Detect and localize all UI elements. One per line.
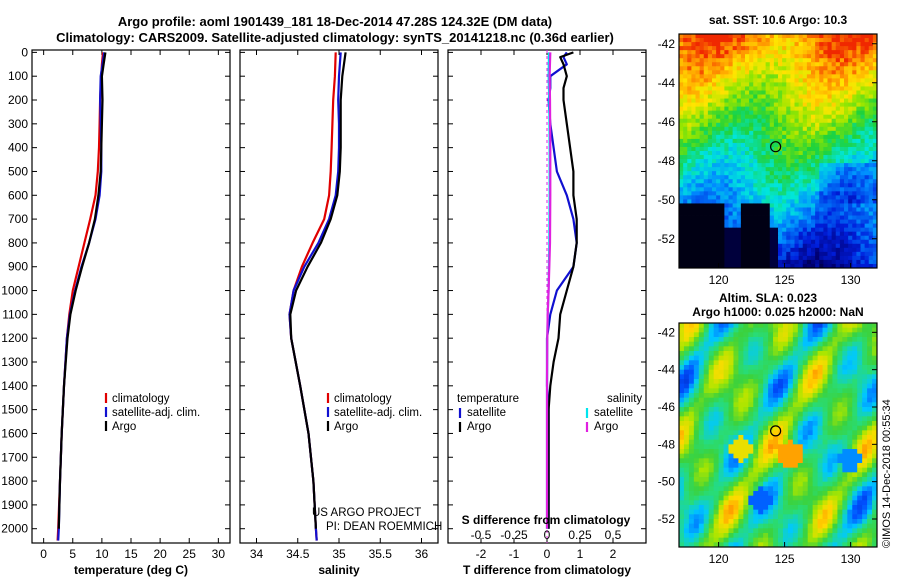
sst-map-panel: -42 -44 -46 -48 -50 -52 120 125 130 sat. SST: 10.… — [658, 13, 878, 287]
x-tick-label: -1 — [509, 547, 520, 561]
legend-label: Argo — [334, 421, 358, 433]
y-tick-label: 1700 — [1, 450, 28, 464]
x-tick-label: 36 — [415, 547, 429, 561]
y-tick-label: 1300 — [1, 355, 28, 369]
y-tick-label: 300 — [8, 117, 28, 131]
y-tick-label: -46 — [658, 400, 676, 414]
sla-map-title: Altim. SLA: 0.023 — [719, 291, 817, 305]
y-tick-label: 1000 — [1, 284, 28, 298]
y-tick-label: -52 — [658, 232, 676, 246]
x-tick-label: 34 — [250, 547, 264, 561]
x-tick-label: 5 — [69, 547, 76, 561]
y-tick-label: 100 — [8, 69, 28, 83]
project-annotation: US ARGO PROJECT — [312, 507, 421, 519]
x-axis-label: temperature (deg C) — [74, 563, 188, 577]
legend-label: Argo — [112, 421, 136, 433]
x-tick-label: 34.5 — [286, 547, 310, 561]
x-tick-label: -2 — [476, 547, 487, 561]
x-tick-label: 2 — [610, 547, 617, 561]
salinity-panel: 34 34.5 35 35.5 36 salinity climatology satelli… — [240, 50, 442, 577]
timestamp-watermark: ©IMOS 14-Dec-2018 00:55:34 — [881, 399, 893, 548]
y-tick-label: -50 — [658, 475, 676, 489]
x-tick-label: 35 — [332, 547, 346, 561]
x-tick-label: 130 — [841, 273, 861, 287]
sla-map-subtitle: Argo h1000: 0.025 h2000: NaN — [692, 305, 863, 319]
s-tick-label: 0 — [544, 528, 551, 542]
y-tick-label: 1400 — [1, 379, 28, 393]
legend-label: Argo — [594, 421, 618, 433]
y-tick-label: -50 — [658, 193, 676, 207]
x-tick-label: 30 — [212, 547, 226, 561]
y-tick-label: 1200 — [1, 331, 28, 345]
y-tick-label: 1100 — [2, 307, 28, 321]
y-tick-label: 1800 — [1, 474, 28, 488]
y-tick-label: 600 — [8, 188, 28, 202]
y-tick-label: -44 — [658, 363, 676, 377]
legend-temperature-title: temperature — [457, 393, 519, 405]
y-tick-label: -42 — [658, 37, 676, 51]
s-tick-label: -0.5 — [471, 528, 492, 542]
legend-label: satellite-adj. clim. — [112, 407, 200, 419]
x-tick-label: 35.5 — [369, 547, 393, 561]
x-tick-label: 20 — [153, 547, 167, 561]
x-tick-label: 125 — [775, 273, 795, 287]
figure-title-line2: Climatology: CARS2009. Satellite-adjuste… — [56, 30, 614, 45]
legend-label: satellite — [467, 407, 506, 419]
y-tick-label: -44 — [658, 76, 676, 90]
difference-panel: -2 -1 0 1 2 T difference from climatology temp… — [448, 50, 646, 577]
legend-label: Argo — [467, 421, 491, 433]
y-tick-label: -48 — [658, 437, 676, 451]
y-tick-label: 1600 — [1, 426, 28, 440]
x-tick-label: 10 — [95, 547, 109, 561]
x-axis-label: T difference from climatology — [463, 563, 631, 577]
y-tick-label: 700 — [8, 212, 28, 226]
y-tick-label: 1900 — [1, 498, 28, 512]
figure-title-line1: Argo profile: aoml 1901439_181 18-Dec-20… — [118, 14, 552, 29]
x-tick-label: 25 — [183, 547, 197, 561]
x-tick-label: 120 — [709, 552, 729, 566]
legend-label: satellite — [594, 407, 633, 419]
x-tick-label: 120 — [709, 273, 729, 287]
x-axis-label: salinity — [318, 563, 360, 577]
pi-annotation: PI: DEAN ROEMMICH — [326, 521, 442, 533]
x-tick-label: 130 — [841, 552, 861, 566]
y-tick-label: 900 — [8, 260, 28, 274]
plot-frame — [32, 50, 230, 543]
sst-map-title: sat. SST: 10.6 Argo: 10.3 — [709, 13, 848, 27]
sla-map-panel: -42 -44 -46 -48 -50 -52 120 125 130 Altim. SLA: 0… — [658, 291, 878, 566]
y-tick-label: 400 — [8, 141, 28, 155]
legend-label: climatology — [112, 393, 170, 405]
y-tick-label: -42 — [658, 325, 676, 339]
legend-label: climatology — [334, 393, 392, 405]
y-tick-label: -48 — [658, 154, 676, 168]
y-tick-label: 1500 — [1, 403, 28, 417]
y-tick-label: -52 — [658, 512, 676, 526]
y-tick-label: -46 — [658, 115, 676, 129]
y-tick-label: 800 — [8, 236, 28, 250]
x-tick-label: 1 — [577, 547, 584, 561]
s-tick-label: 0.5 — [605, 528, 622, 542]
legend-salinity-title: salinity — [607, 393, 642, 405]
x-tick-label: 15 — [124, 547, 138, 561]
s-axis-label: S difference from climatology — [462, 513, 631, 527]
s-tick-label: -0.25 — [500, 528, 528, 542]
y-tick-label: 500 — [8, 164, 28, 178]
s-tick-label: 0.25 — [568, 528, 592, 542]
x-tick-label: 125 — [775, 552, 795, 566]
y-tick-label: 200 — [8, 93, 28, 107]
y-tick-label: 0 — [21, 45, 28, 59]
x-tick-label: 0 — [40, 547, 47, 561]
legend-label: satellite-adj. clim. — [334, 407, 422, 419]
y-tick-label: 2000 — [1, 522, 28, 536]
x-tick-label: 0 — [544, 547, 551, 561]
